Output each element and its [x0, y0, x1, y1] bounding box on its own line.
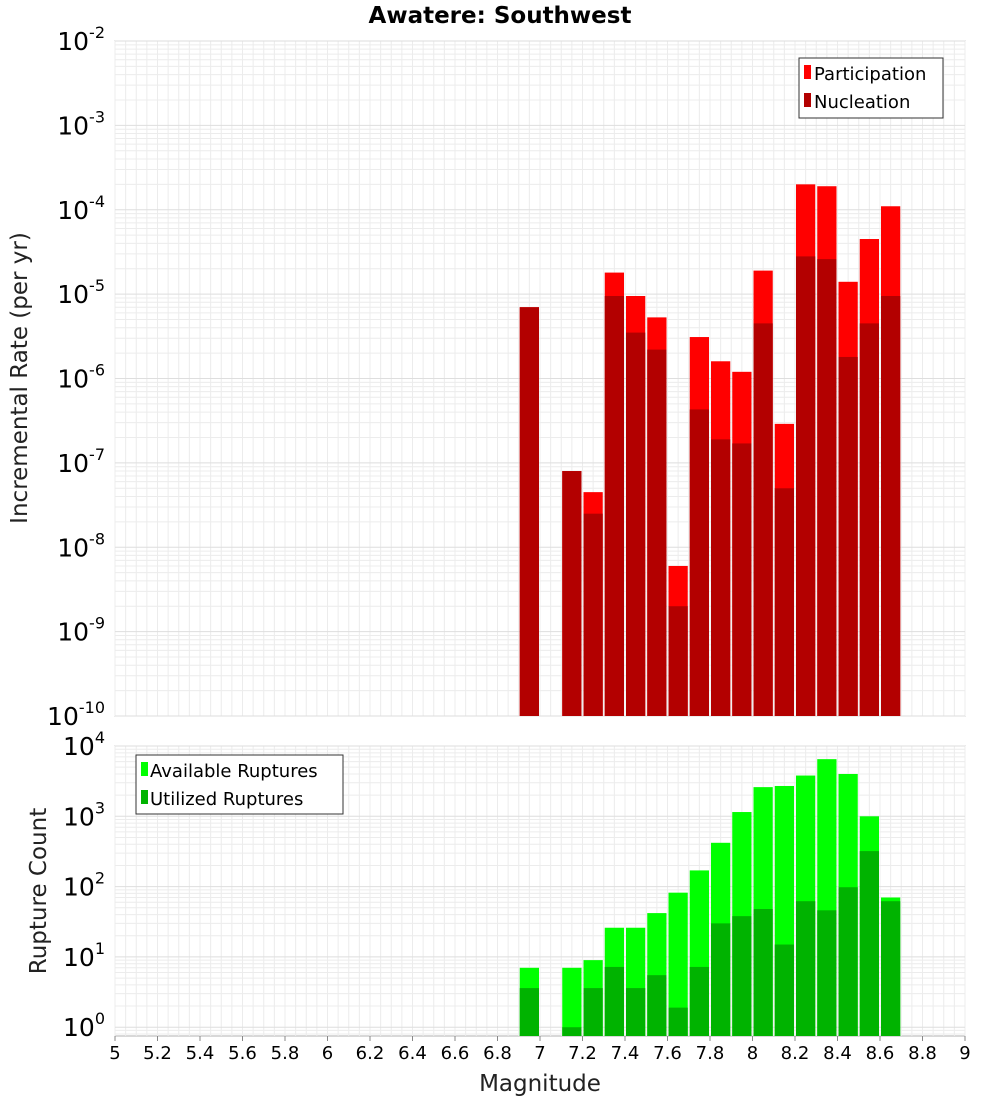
- x-tick-label: 8: [747, 1043, 758, 1064]
- x-tick-label: 7.6: [653, 1043, 682, 1064]
- y-tick-label: 10-10: [47, 698, 105, 731]
- y-tick-label: 10-2: [57, 23, 105, 56]
- x-tick-label: 6.8: [483, 1043, 512, 1064]
- rate-b-bar: [838, 356, 858, 716]
- x-tick-label: 7.8: [696, 1043, 725, 1064]
- y-tick-label: 10-9: [57, 614, 105, 647]
- y-tick-label: 10-6: [57, 361, 105, 394]
- top-y-ticks: 10-10 10-9 10-8 10-7 10-6 10-5 10-4 10-3 10-2: [47, 23, 105, 731]
- bottom-y-ticks: 100 101 102 103 104: [63, 728, 105, 1042]
- rate-b-bar: [859, 323, 879, 716]
- count-b-bar: [796, 901, 816, 1036]
- chart-title: Awatere: Southwest: [369, 3, 632, 29]
- rate-b-bar: [689, 409, 709, 716]
- count-b-bar: [881, 901, 901, 1036]
- bottom-bars: [519, 759, 901, 1036]
- rate-b-bar: [881, 296, 901, 716]
- count-b-bar: [732, 916, 752, 1036]
- rate-b-bar: [711, 439, 731, 716]
- x-tick-label: 6.2: [356, 1043, 385, 1064]
- count-b-bar: [583, 988, 603, 1036]
- y-tick-label: 102: [63, 869, 105, 902]
- rate-b-bar: [732, 443, 752, 716]
- count-b-bar: [859, 851, 879, 1036]
- rupture-count-panel: 100 101 102 103 104 5 5.2 5.4 5.6 5.8 6 6.2 6.4 6.6 6…: [26, 728, 971, 1097]
- rate-b-bar: [817, 259, 837, 716]
- x-tick-label: 5: [109, 1043, 120, 1064]
- x-tick-label: 6.6: [441, 1043, 470, 1064]
- y-tick-label: 10-3: [57, 107, 105, 140]
- rate-b-bar: [668, 606, 688, 716]
- count-b-bar: [774, 944, 794, 1036]
- x-tick-labels: 5 5.2 5.4 5.6 5.8 6 6.2 6.4 6.6 6.8 7 7.2 7.4 7.6 7.8 8…: [109, 1036, 971, 1064]
- top-bars: [519, 184, 901, 717]
- rate-b-bar: [647, 349, 667, 716]
- x-tick-label: 8.2: [781, 1043, 810, 1064]
- rate-b-bar: [796, 256, 816, 716]
- count-b-bar: [519, 988, 539, 1036]
- rate-b-bar: [604, 296, 624, 716]
- x-tick-label: 7.2: [568, 1043, 597, 1064]
- count-b-bar: [817, 910, 837, 1036]
- count-b-bar: [647, 975, 667, 1036]
- count-b-bar: [689, 966, 709, 1036]
- incremental-rate-panel: 10-10 10-9 10-8 10-7 10-6 10-5 10-4 10-3 10-2 In…: [7, 23, 966, 731]
- participation-swatch: [804, 65, 811, 79]
- y-tick-label: 10-5: [57, 276, 105, 309]
- x-axis-label: Magnitude: [479, 1071, 601, 1097]
- top-legend: Participation Nucleation: [798, 57, 944, 119]
- y-tick-label: 104: [63, 728, 105, 761]
- rate-b-bar: [753, 323, 773, 716]
- y-tick-label: 103: [63, 798, 105, 831]
- count-b-bar: [626, 988, 646, 1036]
- x-tick-label: 7: [534, 1043, 545, 1064]
- legend-nucleation: Nucleation: [814, 92, 910, 113]
- count-a-bar: [562, 967, 582, 1036]
- bottom-y-axis-label: Rupture Count: [26, 808, 52, 974]
- legend-available: Available Ruptures: [150, 761, 318, 782]
- count-b-bar: [562, 1027, 582, 1036]
- count-a-bar: [668, 892, 688, 1036]
- count-b-bar: [711, 923, 731, 1036]
- x-tick-label: 8.4: [823, 1043, 852, 1064]
- x-tick-label: 5.6: [228, 1043, 257, 1064]
- nucleation-swatch: [804, 93, 811, 107]
- x-tick-label: 8.6: [866, 1043, 895, 1064]
- y-tick-label: 100: [63, 1009, 105, 1042]
- x-tick-label: 8.8: [908, 1043, 937, 1064]
- rate-b-bar: [626, 332, 646, 716]
- rate-b-bar: [519, 307, 539, 716]
- count-b-bar: [753, 909, 773, 1036]
- top-grid: [114, 40, 966, 717]
- x-tick-label: 9: [959, 1043, 970, 1064]
- y-tick-label: 10-8: [57, 529, 105, 562]
- x-tick-label: 5.8: [271, 1043, 300, 1064]
- y-tick-label: 101: [63, 939, 105, 972]
- x-tick-label: 6: [322, 1043, 333, 1064]
- bottom-legend-box: [135, 754, 344, 815]
- count-b-bar: [668, 1007, 688, 1036]
- rate-b-bar: [562, 471, 582, 716]
- utilized-swatch: [141, 790, 148, 804]
- top-legend-box: [798, 57, 944, 119]
- top-y-axis-label: Incremental Rate (per yr): [7, 232, 33, 524]
- x-tick-label: 6.4: [398, 1043, 427, 1064]
- legend-utilized: Utilized Ruptures: [150, 789, 303, 810]
- x-tick-label: 5.4: [186, 1043, 215, 1064]
- legend-participation: Participation: [814, 64, 926, 85]
- y-tick-label: 10-4: [57, 192, 105, 225]
- y-tick-label: 10-7: [57, 445, 105, 478]
- rate-b-bar: [583, 513, 603, 716]
- bottom-legend: Available Ruptures Utilized Ruptures: [135, 754, 344, 815]
- rate-b-bar: [774, 488, 794, 716]
- available-swatch: [141, 762, 148, 776]
- count-b-bar: [838, 887, 858, 1036]
- x-tick-label: 7.4: [611, 1043, 640, 1064]
- count-b-bar: [604, 966, 624, 1036]
- x-tick-label: 5.2: [143, 1043, 172, 1064]
